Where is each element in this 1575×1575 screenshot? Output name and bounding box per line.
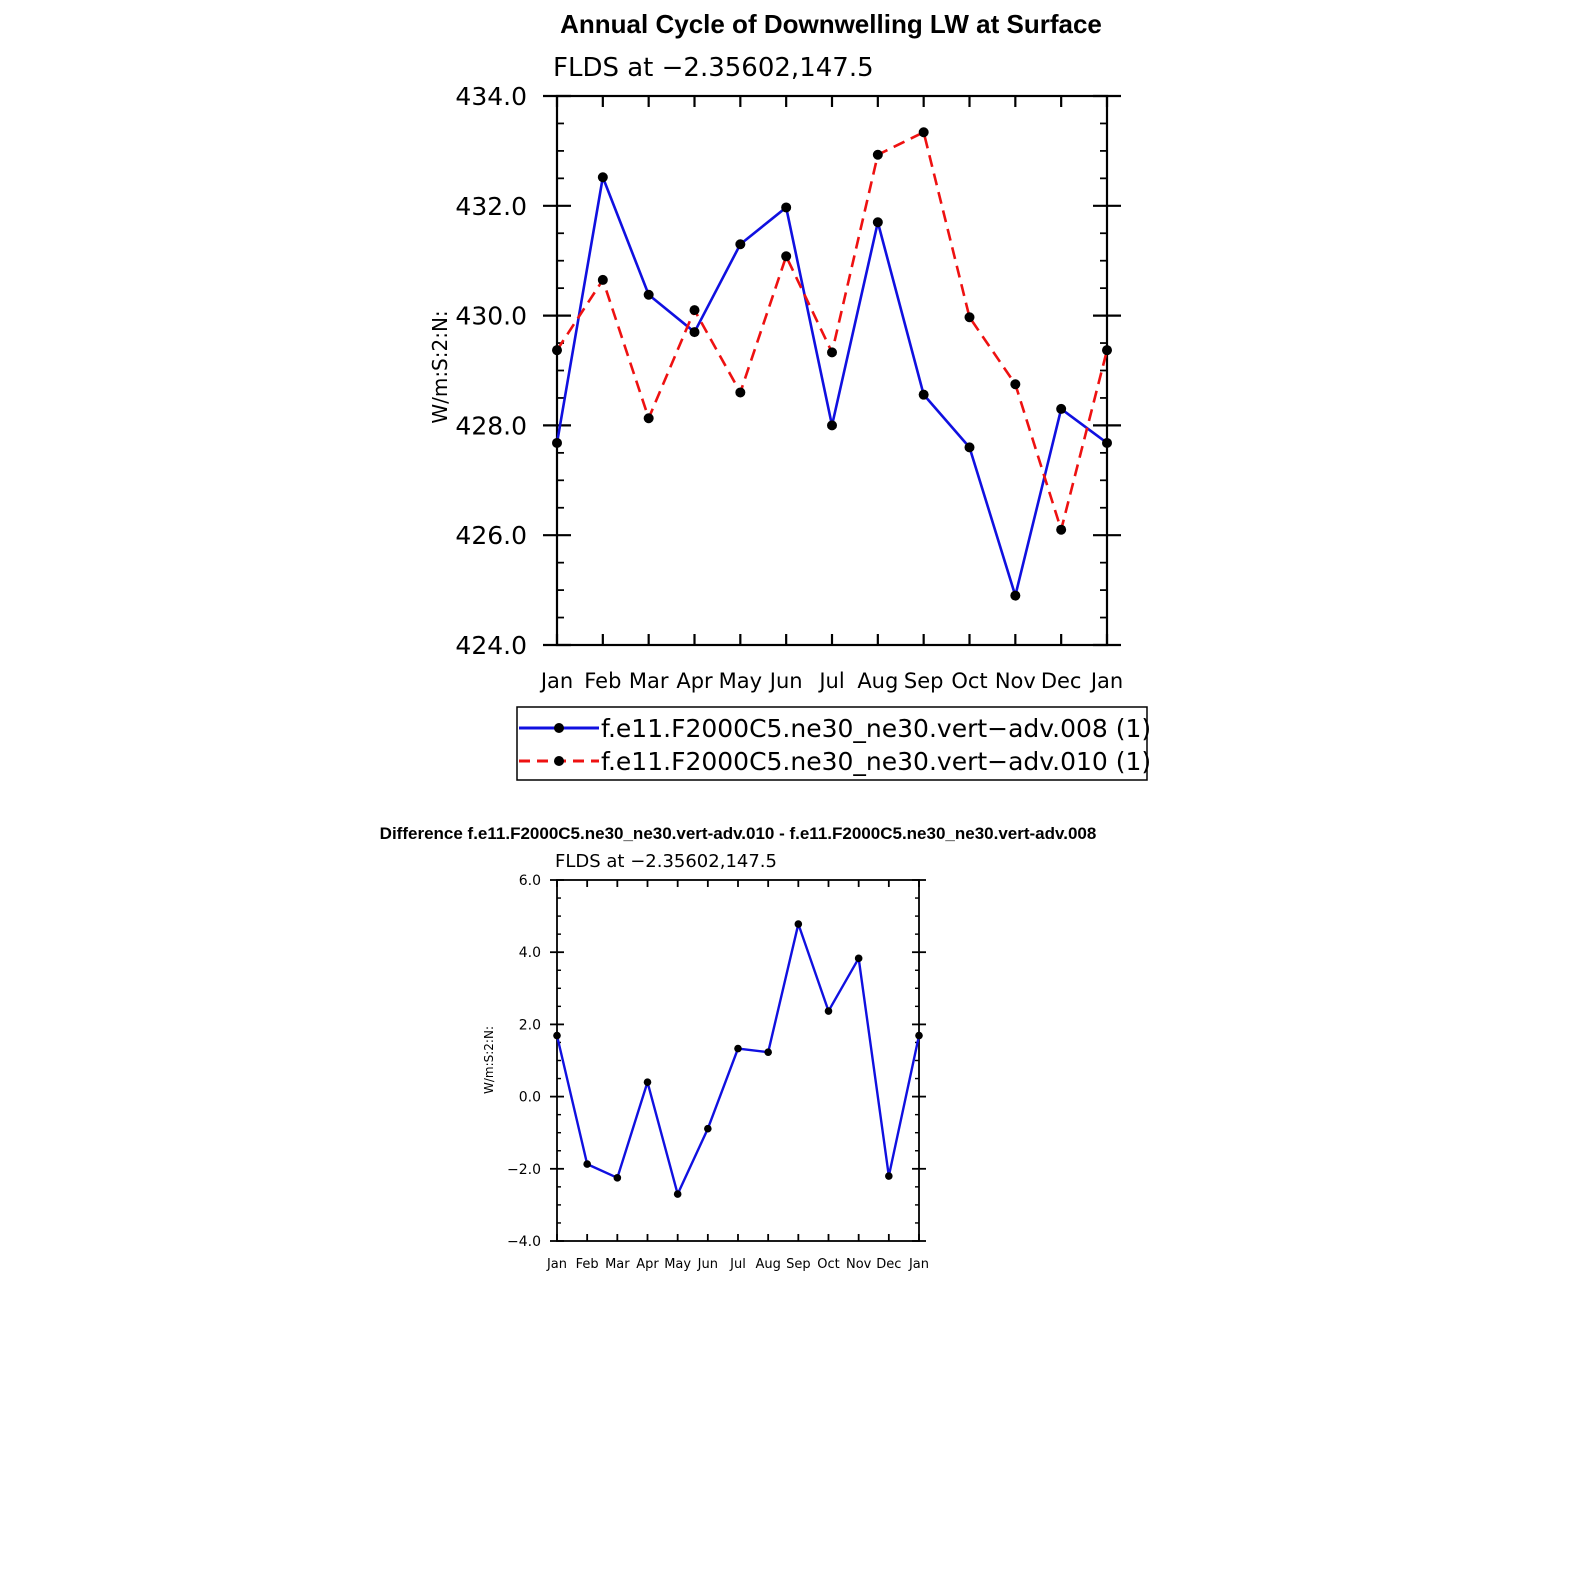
top-series-1-point xyxy=(918,389,929,400)
legend-box xyxy=(516,706,1148,781)
bottom-series-1-point xyxy=(734,1044,742,1053)
bottom-x-tick-label: Dec xyxy=(876,1257,901,1272)
top-series-1-point xyxy=(597,172,608,183)
top-series-1-point xyxy=(964,442,975,453)
top-x-tick-label: Feb xyxy=(584,669,621,693)
top-series-2-point xyxy=(597,274,608,285)
top-x-tick-label: Nov xyxy=(995,669,1036,693)
legend-label-series-1: f.e11.F2000C5.ne30_ne30.vert−adv.008 (1) xyxy=(601,714,1151,743)
bottom-series-1-point xyxy=(673,1190,682,1198)
bottom-x-tick-label: Feb xyxy=(576,1257,599,1272)
top-series-1-point xyxy=(643,289,654,300)
top-series-1-point xyxy=(1102,437,1112,448)
top-series-2-point xyxy=(1102,345,1112,356)
bottom-series-1-point xyxy=(794,920,803,928)
top-series-1-point xyxy=(1010,590,1021,601)
bottom-chart-ylabel: W/m:S:2:N: xyxy=(482,1026,496,1094)
top-x-tick-label: Sep xyxy=(904,669,944,693)
bottom-x-tick-label: Oct xyxy=(817,1257,839,1272)
bottom-x-tick-label: May xyxy=(664,1257,691,1272)
bottom-plot-area: Jan Feb Mar Apr May Jun Jul Aug Sep Oct Nov Dec Jan−… xyxy=(507,873,929,1272)
bottom-plot-frame xyxy=(556,879,920,1242)
bottom-x-tick-label: Jul xyxy=(729,1257,746,1272)
legend-label-series-2: f.e11.F2000C5.ne30_ne30.vert−adv.010 (1) xyxy=(601,747,1151,776)
bottom-x-tick-label: Mar xyxy=(605,1257,630,1272)
top-series-1-point xyxy=(781,202,792,213)
bottom-series-1-point xyxy=(764,1048,772,1056)
top-series-2-point xyxy=(735,387,746,398)
top-x-tick-label: Oct xyxy=(951,669,987,693)
top-x-tick-label: Mar xyxy=(629,669,669,693)
bottom-y-tick-label: −4.0 xyxy=(507,1234,541,1250)
top-series-1-point xyxy=(1056,403,1067,414)
bottom-y-tick-label: 6.0 xyxy=(519,873,541,889)
bottom-series-1-point xyxy=(854,954,863,963)
top-series-1-point xyxy=(689,327,700,338)
bottom-series-1-point xyxy=(704,1124,712,1133)
top-chart-title: Annual Cycle of Downwelling LW at Surfac… xyxy=(560,9,1102,39)
bottom-x-tick-label: Jan xyxy=(908,1257,929,1272)
top-series-2-point xyxy=(552,345,562,356)
bottom-chart-title: Difference f.e11.F2000C5.ne30_ne30.vert-… xyxy=(380,824,1097,843)
legend-marker-series-1 xyxy=(554,723,564,733)
bottom-y-tick-label: 2.0 xyxy=(519,1017,541,1033)
top-series-2-line xyxy=(555,130,1109,532)
top-x-tick-label: Jun xyxy=(768,669,803,693)
top-series-2-point xyxy=(964,312,975,323)
bottom-series-1-line xyxy=(555,922,921,1196)
bottom-y-tick-label: 0.0 xyxy=(519,1090,541,1106)
top-series-2-point xyxy=(1056,524,1067,535)
top-x-tick-label: Dec xyxy=(1041,669,1082,693)
bottom-series-1-point xyxy=(824,1007,833,1015)
bottom-x-tick-label: Jan xyxy=(546,1257,567,1272)
legend-marker-series-2 xyxy=(554,756,564,766)
top-x-tick-label: Aug xyxy=(857,669,898,693)
top-series-1-point xyxy=(827,420,837,431)
top-series-2-point xyxy=(827,347,837,358)
top-y-tick-label: 432.0 xyxy=(455,192,527,221)
top-y-tick-label: 428.0 xyxy=(455,411,527,440)
top-y-tick-label: 426.0 xyxy=(455,521,527,550)
top-series-1-point xyxy=(872,217,883,228)
top-y-tick-label: 434.0 xyxy=(455,82,527,111)
top-series-1-line xyxy=(555,175,1108,597)
bottom-series-1-point xyxy=(643,1078,652,1086)
top-chart-ylabel: W/m:S:2:N: xyxy=(428,310,452,423)
top-chart-subtitle: FLDS at −2.35602,147.5 xyxy=(553,53,874,83)
top-x-tick-label: May xyxy=(719,669,762,693)
top-y-tick-label: 430.0 xyxy=(455,302,527,331)
top-x-tick-label: Jul xyxy=(817,669,844,693)
top-series-2-point xyxy=(1010,379,1021,390)
bottom-x-tick-label: Aug xyxy=(755,1257,780,1272)
bottom-series-1-point xyxy=(583,1160,591,1168)
bottom-x-tick-label: Sep xyxy=(786,1257,811,1272)
top-series-2-point xyxy=(643,413,654,424)
bottom-y-tick-label: −2.0 xyxy=(507,1162,541,1178)
bottom-x-tick-label: Nov xyxy=(846,1257,872,1272)
bottom-series-1-point xyxy=(885,1172,893,1180)
top-series-1-point xyxy=(735,239,746,250)
top-series-1-point xyxy=(552,437,562,448)
legend: f.e11.F2000C5.ne30_ne30.vert−adv.008 (1)… xyxy=(516,706,1151,781)
top-series-2-point xyxy=(689,305,700,316)
bottom-x-tick-label: Apr xyxy=(636,1257,659,1272)
top-series-2-point xyxy=(918,127,929,138)
bottom-series-1-point xyxy=(553,1031,561,1040)
top-series-2-point xyxy=(781,251,792,262)
top-x-tick-label: Jan xyxy=(539,669,573,693)
top-x-tick-label: Jan xyxy=(1089,669,1123,693)
bottom-series-1-point xyxy=(915,1031,923,1040)
top-plot-area: Jan Feb Mar Apr May Jun Jul Aug Sep Oct Nov Dec Jan 4… xyxy=(455,82,1123,693)
top-x-tick-label: Apr xyxy=(676,669,713,693)
bottom-series-1-point xyxy=(613,1174,622,1182)
bottom-x-tick-label: Jun xyxy=(697,1257,718,1272)
top-series-2-point xyxy=(872,149,883,160)
bottom-chart-subtitle: FLDS at −2.35602,147.5 xyxy=(555,851,777,872)
bottom-y-tick-label: 4.0 xyxy=(519,945,541,961)
top-y-tick-label: 424.0 xyxy=(455,631,527,660)
